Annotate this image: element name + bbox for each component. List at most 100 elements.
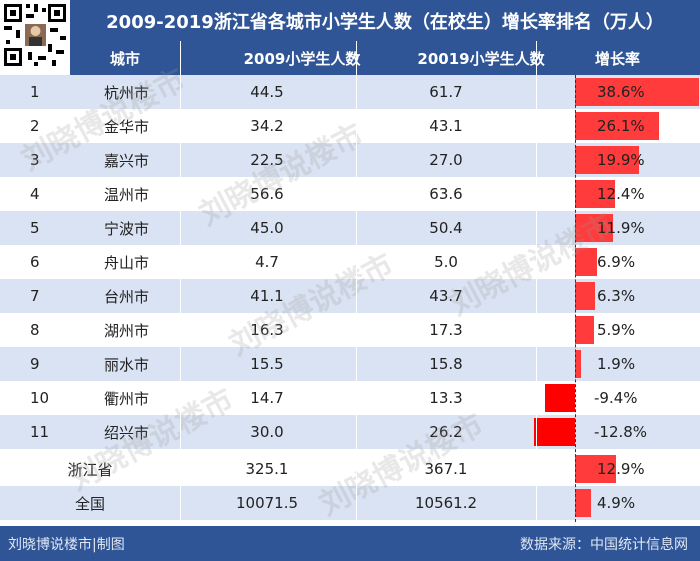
- rank-cell: 2: [30, 117, 40, 135]
- value-2009-cell: 44.5: [250, 83, 284, 101]
- value-2009-cell: 10071.5: [235, 494, 299, 512]
- value-2009-cell: 325.1: [245, 460, 289, 478]
- value-2009-cell: 4.7: [255, 253, 279, 271]
- rank-cell: 1: [30, 83, 40, 101]
- growth-label: 11.9%: [597, 219, 645, 237]
- table-row: 5 宁波市 45.0 50.4 11.9%: [0, 211, 700, 245]
- value-2019-cell: 26.2: [429, 423, 463, 441]
- city-cell: 宁波市: [104, 219, 150, 238]
- table-row: 9 丽水市 15.5 15.8 1.9%: [0, 347, 700, 381]
- growth-bar: [575, 78, 699, 106]
- rank-cell: 5: [30, 219, 40, 237]
- growth-bar: [575, 455, 617, 483]
- value-2019-cell: 27.0: [429, 151, 463, 169]
- table-row: 10 衢州市 14.7 13.3 -9.4%: [0, 381, 700, 415]
- growth-bar: [575, 214, 614, 242]
- value-2019-cell: 15.8: [429, 355, 463, 373]
- column-header-city: 城市: [109, 49, 140, 68]
- rank-cell: 10: [30, 389, 50, 407]
- growth-bar: [575, 316, 594, 344]
- table-row: 8 湖州市 16.3 17.3 5.9%: [0, 313, 700, 347]
- value-2019-cell: 63.6: [429, 185, 463, 203]
- table-row: 6 舟山市 4.7 5.0 6.9%: [0, 245, 700, 279]
- total-row: 浙江省 325.1 367.1 12.9%: [0, 452, 700, 486]
- value-2019-cell: 10561.2: [414, 494, 478, 512]
- growth-label: -12.8%: [594, 423, 648, 441]
- table-row: 1 杭州市 44.5 61.7 38.6%: [0, 75, 700, 109]
- value-2009-cell: 45.0: [250, 219, 284, 237]
- growth-label: 6.3%: [597, 287, 636, 305]
- city-cell: 金华市: [104, 117, 150, 136]
- value-2019-cell: 61.7: [429, 83, 463, 101]
- region-cell: 全国: [74, 494, 105, 513]
- value-2009-cell: 30.0: [250, 423, 284, 441]
- city-cell: 舟山市: [104, 253, 150, 272]
- rank-cell: 6: [30, 253, 40, 271]
- value-2019-cell: 43.1: [429, 117, 463, 135]
- growth-bar: [575, 146, 639, 174]
- growth-bar: [575, 112, 659, 140]
- value-2019-cell: 50.4: [429, 219, 463, 237]
- value-2009-cell: 41.1: [250, 287, 284, 305]
- value-2009-cell: 14.7: [250, 389, 284, 407]
- column-divider: [356, 41, 357, 526]
- rank-cell: 3: [30, 151, 40, 169]
- growth-bar: [575, 282, 596, 310]
- column-header-growth: 增长率: [594, 49, 640, 68]
- growth-label: 4.9%: [597, 494, 636, 512]
- rank-cell: 11: [30, 423, 50, 441]
- footer: 刘晓博说楼市|制图 数据来源：中国统计信息网: [0, 526, 700, 561]
- city-cell: 杭州市: [104, 83, 150, 102]
- rank-cell: 8: [30, 321, 40, 339]
- value-2019-cell: 17.3: [429, 321, 463, 339]
- city-cell: 衢州市: [104, 389, 150, 408]
- growth-bar: [575, 248, 598, 276]
- growth-label: -9.4%: [594, 389, 638, 407]
- growth-bar: [575, 350, 582, 378]
- zero-axis-line: [575, 75, 576, 522]
- growth-label: 12.9%: [597, 460, 645, 478]
- total-row: 全国 10071.5 10561.2 4.9%: [0, 486, 700, 520]
- growth-label: 19.9%: [597, 151, 645, 169]
- column-divider: [536, 41, 537, 526]
- rank-cell: 7: [30, 287, 40, 305]
- value-2009-cell: 56.6: [250, 185, 284, 203]
- value-2009-cell: 34.2: [250, 117, 284, 135]
- value-2019-cell: 367.1: [424, 460, 468, 478]
- column-header-2019: 20019小学生人数: [417, 49, 545, 68]
- column-divider: [180, 41, 181, 526]
- value-2009-cell: 16.3: [250, 321, 284, 339]
- city-cell: 湖州市: [104, 321, 150, 340]
- growth-label: 1.9%: [597, 355, 636, 373]
- growth-bar: [575, 489, 591, 517]
- growth-label: 5.9%: [597, 321, 636, 339]
- growth-label: 26.1%: [597, 117, 645, 135]
- city-cell: 绍兴市: [104, 423, 150, 442]
- city-cell: 台州市: [104, 287, 150, 306]
- growth-label: 12.4%: [597, 185, 645, 203]
- value-2019-cell: 5.0: [434, 253, 458, 271]
- qr-code: [0, 0, 70, 70]
- table-row: 2 金华市 34.2 43.1 26.1%: [0, 109, 700, 143]
- value-2009-cell: 22.5: [250, 151, 284, 169]
- table-row: 11 绍兴市 30.0 26.2 -12.8%: [0, 415, 700, 449]
- growth-label: 38.6%: [597, 83, 645, 101]
- city-cell: 丽水市: [104, 355, 150, 374]
- growth-bar: [575, 180, 615, 208]
- rank-cell: 4: [30, 185, 40, 203]
- table-row: 7 台州市 41.1 43.7 6.3%: [0, 279, 700, 313]
- table-row: 3 嘉兴市 22.5 27.0 19.9%: [0, 143, 700, 177]
- growth-label: 6.9%: [597, 253, 636, 271]
- footer-source: 数据来源：中国统计信息网: [520, 536, 688, 553]
- city-cell: 温州市: [104, 185, 150, 204]
- footer-credit: 刘晓博说楼市|制图: [8, 536, 125, 553]
- value-2019-cell: 13.3: [429, 389, 463, 407]
- column-header-2009: 2009小学生人数: [243, 49, 361, 68]
- column-header-row: 城市 2009小学生人数 20019小学生人数 增长率: [70, 41, 700, 75]
- chart-title: 2009-2019浙江省各城市小学生人数（在校生）增长率排名（万人）: [70, 0, 700, 41]
- table-row: 4 温州市 56.6 63.6 12.4%: [0, 177, 700, 211]
- city-cell: 嘉兴市: [104, 151, 150, 170]
- region-cell: 浙江省: [67, 460, 113, 479]
- value-2019-cell: 43.7: [429, 287, 463, 305]
- growth-bar: [534, 418, 575, 446]
